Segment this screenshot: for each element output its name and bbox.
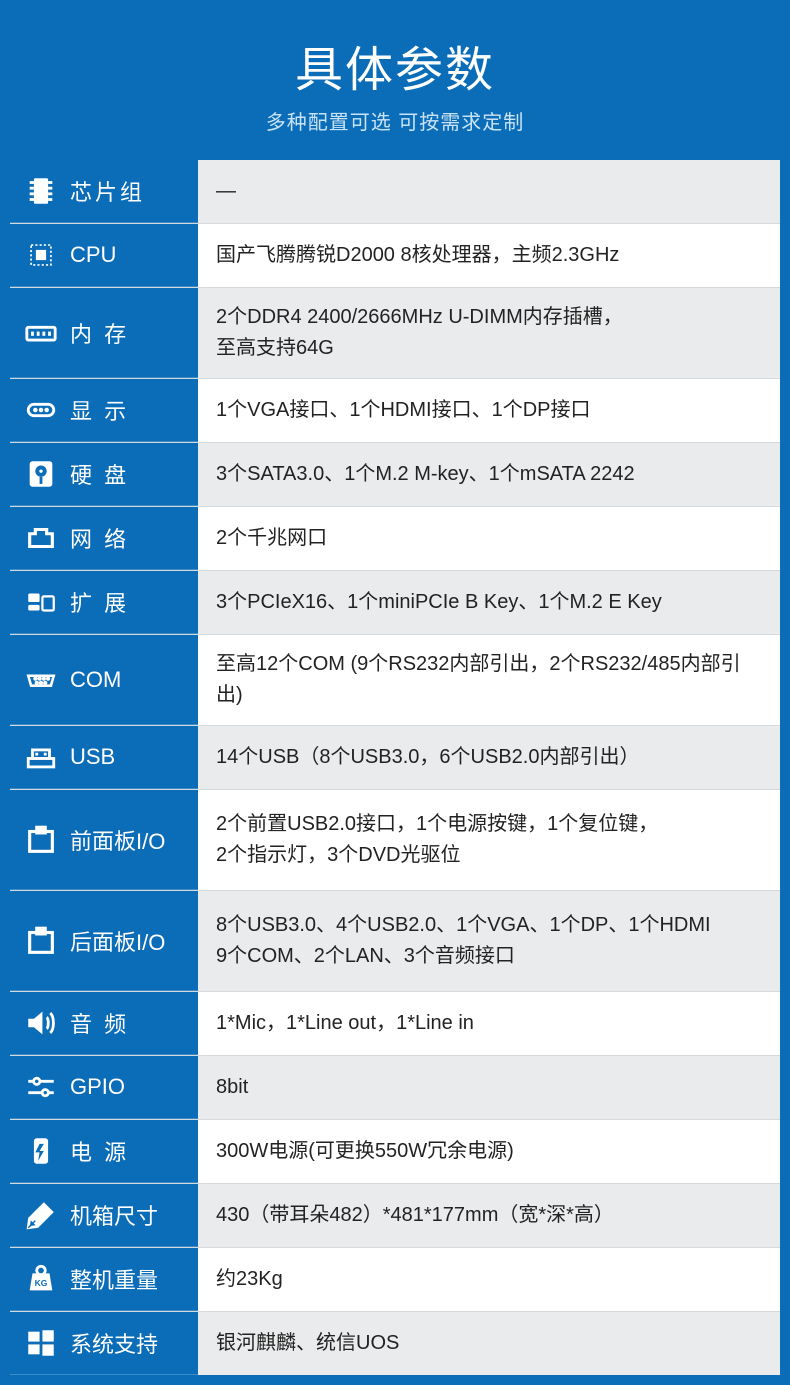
spec-label-text: 芯片组 (70, 175, 145, 207)
spec-row: 音 频 1*Mic，1*Line out，1*Line in (10, 992, 780, 1056)
spec-value-cell: 2个千兆网口 (198, 507, 780, 570)
spec-label-text: 前面板I/O (70, 824, 165, 856)
spec-label-cell: 音 频 (10, 992, 198, 1055)
spec-row: 显 示 1个VGA接口、1个HDMI接口、1个DP接口 (10, 379, 780, 443)
display-icon (24, 393, 58, 427)
spec-row: 机箱尺寸 430（带耳朵482）*481*177mm（宽*深*高） (10, 1184, 780, 1248)
spec-label-cell: GPIO (10, 1056, 198, 1119)
spec-value-cell: 300W电源(可更换550W冗余电源) (198, 1120, 780, 1183)
spec-value-cell: 2个前置USB2.0接口，1个电源按键，1个复位键， 2个指示灯，3个DVD光驱… (198, 790, 780, 890)
spec-row: 前面板I/O 2个前置USB2.0接口，1个电源按键，1个复位键， 2个指示灯，3… (10, 790, 780, 891)
spec-value-cell: 至高12个COM (9个RS232内部引出，2个RS232/485内部引出) (198, 635, 780, 725)
spec-value-cell: 银河麒麟、统信UOS (198, 1312, 780, 1375)
os-icon (24, 1326, 58, 1360)
spec-label-cell: 机箱尺寸 (10, 1184, 198, 1247)
gpio-icon (24, 1070, 58, 1104)
spec-label-cell: 硬 盘 (10, 443, 198, 506)
spec-label-text: GPIO (70, 1074, 125, 1100)
spec-label-cell: 系统支持 (10, 1312, 198, 1375)
spec-row: KG 整机重量 约23Kg (10, 1248, 780, 1312)
page-title: 具体参数 (0, 30, 790, 100)
spec-label-text: 整机重量 (70, 1263, 158, 1295)
spec-row: USB 14个USB（8个USB3.0，6个USB2.0内部引出） (10, 726, 780, 790)
spec-label-cell: CPU (10, 224, 198, 287)
spec-label-cell: 内 存 (10, 288, 198, 378)
port-icon (24, 924, 58, 958)
spec-row: CPU 国产飞腾腾锐D2000 8核处理器，主频2.3GHz (10, 224, 780, 288)
spec-label-text: 显 示 (70, 394, 129, 426)
svg-text:KG: KG (35, 1278, 48, 1288)
spec-label-text: USB (70, 744, 115, 770)
spec-value-cell: 14个USB（8个USB3.0，6个USB2.0内部引出） (198, 726, 780, 789)
spec-label-text: COM (70, 667, 121, 693)
hdd-icon (24, 457, 58, 491)
spec-value-cell: 国产飞腾腾锐D2000 8核处理器，主频2.3GHz (198, 224, 780, 287)
spec-value-cell: 430（带耳朵482）*481*177mm（宽*深*高） (198, 1184, 780, 1247)
spec-value-cell: 8个USB3.0、4个USB2.0、1个VGA、1个DP、1个HDMI 9个CO… (198, 891, 780, 991)
spec-value-cell: 2个DDR4 2400/2666MHz U-DIMM内存插槽， 至高支持64G (198, 288, 780, 378)
spec-label-cell: COM (10, 635, 198, 725)
spec-value-cell: 1*Mic，1*Line out，1*Line in (198, 992, 780, 1055)
spec-value-cell: 3个PCIeX16、1个miniPCIe B Key、1个M.2 E Key (198, 571, 780, 634)
spec-value-cell: 3个SATA3.0、1个M.2 M-key、1个mSATA 2242 (198, 443, 780, 506)
spec-label-text: 后面板I/O (70, 925, 165, 957)
spec-label-text: 硬 盘 (70, 458, 129, 490)
spec-row: 扩 展 3个PCIeX16、1个miniPCIe B Key、1个M.2 E Ke… (10, 571, 780, 635)
spec-value-cell: 约23Kg (198, 1248, 780, 1311)
expand-icon (24, 585, 58, 619)
spec-label-cell: 显 示 (10, 379, 198, 442)
spec-label-cell: 前面板I/O (10, 790, 198, 890)
spec-value-cell: 1个VGA接口、1个HDMI接口、1个DP接口 (198, 379, 780, 442)
power-icon (24, 1134, 58, 1168)
spec-row: 内 存 2个DDR4 2400/2666MHz U-DIMM内存插槽， 至高支持6… (10, 288, 780, 379)
ram-icon (24, 316, 58, 350)
page-subtitle: 多种配置可选 可按需求定制 (0, 106, 790, 135)
spec-row: 电 源 300W电源(可更换550W冗余电源) (10, 1120, 780, 1184)
spec-label-cell: 后面板I/O (10, 891, 198, 991)
spec-label-cell: USB (10, 726, 198, 789)
spec-label-text: 网 络 (70, 522, 129, 554)
ruler-icon (24, 1198, 58, 1232)
weight-icon: KG (24, 1262, 58, 1296)
header: 具体参数 多种配置可选 可按需求定制 (0, 0, 790, 160)
chip-icon (24, 174, 58, 208)
spec-label-cell: 电 源 (10, 1120, 198, 1183)
spec-label-cell: 芯片组 (10, 160, 198, 223)
spec-label-cell: 网 络 (10, 507, 198, 570)
com-icon (24, 663, 58, 697)
spec-value-cell: 8bit (198, 1056, 780, 1119)
spec-label-text: 系统支持 (70, 1327, 158, 1359)
network-icon (24, 521, 58, 555)
spec-row: GPIO 8bit (10, 1056, 780, 1120)
spec-label-text: 音 频 (70, 1007, 129, 1039)
port-icon (24, 823, 58, 857)
spec-value-cell: — (198, 160, 780, 223)
spec-label-text: 扩 展 (70, 586, 129, 618)
spec-row: 芯片组 — (10, 160, 780, 224)
spec-row: 硬 盘 3个SATA3.0、1个M.2 M-key、1个mSATA 2242 (10, 443, 780, 507)
spec-row: 后面板I/O 8个USB3.0、4个USB2.0、1个VGA、1个DP、1个HDM… (10, 891, 780, 992)
cpu-icon (24, 238, 58, 272)
spec-label-text: 电 源 (70, 1135, 129, 1167)
spec-label-text: 机箱尺寸 (70, 1199, 158, 1231)
spec-table: 芯片组 — CPU 国产飞腾腾锐D2000 8核处理器，主频2.3GHz 内 存 2个DD… (10, 160, 780, 1375)
spec-row: 系统支持 银河麒麟、统信UOS (10, 1312, 780, 1375)
spec-row: 网 络 2个千兆网口 (10, 507, 780, 571)
spec-label-text: 内 存 (70, 317, 129, 349)
usb-icon (24, 740, 58, 774)
spec-label-text: CPU (70, 242, 116, 268)
spec-row: COM 至高12个COM (9个RS232内部引出，2个RS232/485内部引出… (10, 635, 780, 726)
spec-label-cell: KG 整机重量 (10, 1248, 198, 1311)
audio-icon (24, 1006, 58, 1040)
spec-label-cell: 扩 展 (10, 571, 198, 634)
